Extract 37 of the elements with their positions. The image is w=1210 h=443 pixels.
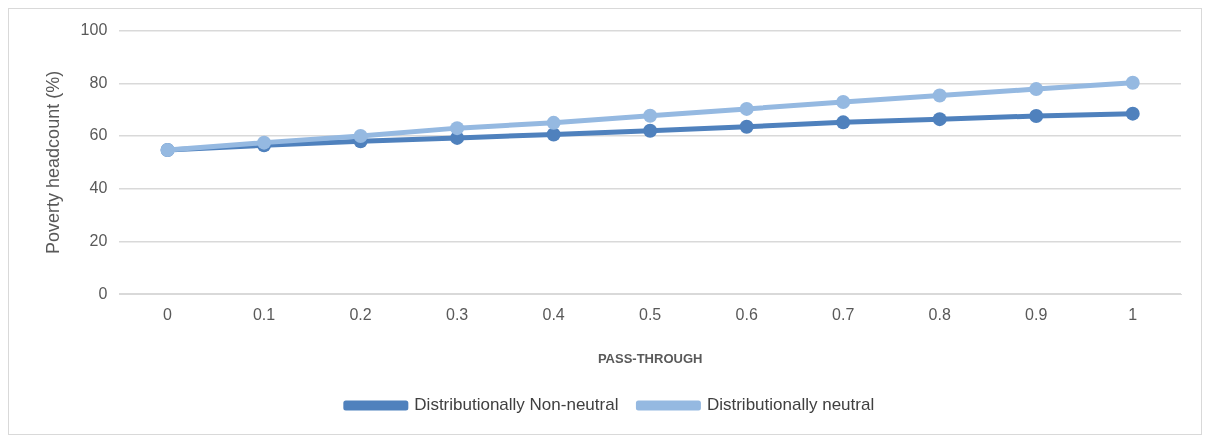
point [1029, 109, 1044, 124]
x-tick-label: 0.6 [735, 306, 758, 324]
x-tick-label: 0.5 [639, 306, 662, 324]
x-tick-label: 0.4 [542, 306, 565, 324]
point [1125, 75, 1140, 90]
legend-label: Distributionally neutral [706, 395, 875, 415]
y-tick-label: 80 [89, 73, 108, 91]
point [1029, 82, 1044, 97]
x-tick-label: 1 [1128, 306, 1138, 324]
y-tick-label: 20 [89, 231, 108, 249]
y-tick-label: 0 [98, 284, 108, 302]
point [450, 121, 465, 136]
point [739, 119, 754, 134]
point [932, 88, 947, 103]
x-axis-title: PASS-THROUGH [597, 350, 703, 366]
x-tick-label: 0.8 [928, 306, 951, 324]
y-tick-label: 60 [89, 126, 108, 144]
point [353, 129, 368, 144]
y-tick-label: 100 [80, 21, 108, 39]
point [739, 101, 754, 116]
point [836, 95, 851, 110]
x-tick-label: 0.3 [445, 306, 469, 324]
x-tick-label: 0 [163, 306, 173, 324]
point [836, 115, 851, 130]
point [1125, 106, 1140, 121]
legend-label: Distributionally Non-neutral [414, 395, 619, 415]
point [546, 127, 561, 142]
point [546, 115, 561, 130]
x-tick-label: 0.1 [252, 306, 276, 324]
y-tick-label: 40 [89, 179, 108, 197]
point [932, 112, 947, 127]
point [643, 108, 658, 123]
y-axis-title: Poverty headcount (%) [42, 70, 63, 254]
x-tick-label: 0.7 [832, 306, 855, 324]
point [643, 123, 658, 138]
x-tick-label: 0.9 [1025, 306, 1048, 324]
x-tick-label: 0.2 [349, 306, 372, 324]
